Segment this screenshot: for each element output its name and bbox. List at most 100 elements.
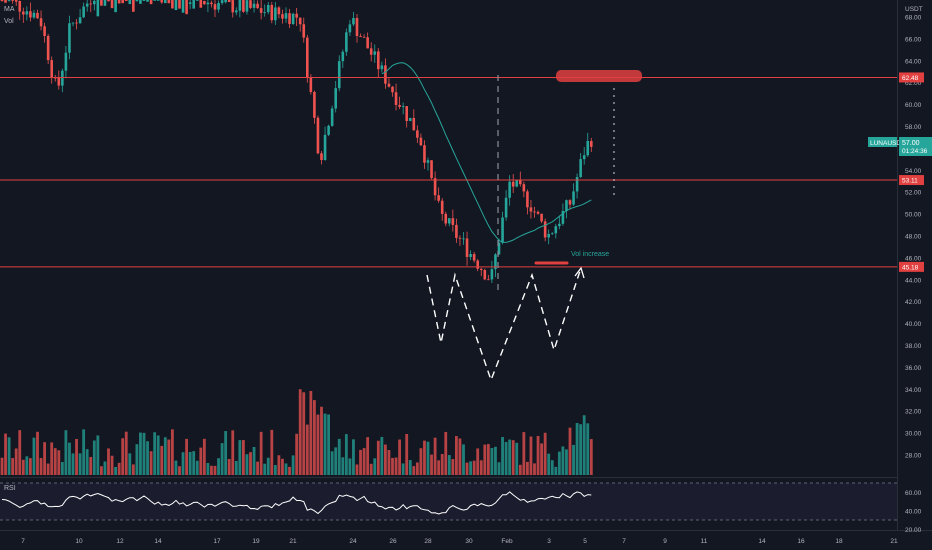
volume-bar [266, 457, 270, 475]
candle-body [522, 184, 526, 192]
candle-body [167, 0, 171, 4]
price-tick-label: 44.00 [905, 277, 922, 284]
price-tick-label: 34.00 [905, 387, 922, 394]
candle-body [53, 77, 57, 79]
volume-bar [188, 451, 192, 475]
price-tick-label: 68.00 [905, 15, 922, 22]
candle-body [0, 0, 4, 2]
volume-bar [494, 446, 497, 475]
candle-body [22, 11, 25, 15]
candle-body [213, 4, 217, 10]
candle-body [281, 14, 284, 19]
candle-body [355, 18, 359, 36]
time-tick-label: 10 [75, 538, 83, 545]
candle-body [572, 191, 575, 205]
volume-bar [426, 441, 430, 475]
price-tick-label: 40.00 [905, 321, 922, 328]
candle-body [586, 140, 590, 156]
price-tick-label: 46.00 [905, 255, 922, 262]
volume-bar [149, 451, 153, 475]
volume-bar [369, 463, 373, 475]
volume-bar [533, 463, 536, 475]
volume-bar [561, 446, 565, 475]
price-tick-label: 54.00 [905, 168, 922, 175]
candle-body [426, 160, 430, 163]
candle-body [61, 70, 64, 86]
candle-body [554, 226, 558, 234]
volume-bar [181, 452, 185, 475]
candle-body [412, 117, 416, 131]
volume-bar [355, 464, 359, 475]
volume-bar [217, 458, 220, 475]
candle-body [188, 2, 192, 4]
candle-body [156, 0, 160, 1]
volume-bar [497, 462, 501, 475]
candle-body [359, 35, 362, 37]
candle-body [380, 65, 384, 70]
volume-bar [330, 451, 334, 475]
volume-bar [249, 452, 252, 475]
currency-label: USDT [905, 6, 923, 13]
candle-body [309, 77, 313, 92]
candle-body [565, 200, 568, 211]
volume-bar [36, 431, 39, 475]
volume-bar [178, 466, 181, 475]
candle-body [323, 134, 327, 160]
candle-body [75, 22, 78, 24]
price-tick-label: 52.00 [905, 190, 922, 197]
candle-body [78, 17, 82, 24]
volume-bar [29, 458, 32, 475]
volume-bar [238, 440, 242, 475]
rsi-band [0, 483, 897, 520]
candle-body [320, 153, 323, 160]
price-tick-label: 50.00 [905, 212, 922, 219]
volume-bar [78, 453, 82, 475]
ma-legend-label[interactable]: MA [4, 6, 15, 13]
volume-bar [167, 439, 171, 475]
candle-body [32, 12, 36, 18]
candle-body [217, 2, 220, 10]
volume-bar [387, 449, 391, 475]
volume-bar [57, 450, 61, 475]
candle-body [164, 0, 167, 4]
volume-bar [529, 436, 533, 475]
candle-body [149, 0, 153, 5]
time-axis[interactable]: 7 10 12 14 17 19 21 24 26 28 30 Feb 3 5 7 9 11 14 16 18 21 [21, 538, 898, 545]
current-price-value: 57.00 [902, 140, 920, 147]
volume-bar [462, 444, 465, 475]
volume-bar [121, 438, 125, 475]
volume-bar [440, 454, 444, 475]
volume-bar [458, 438, 462, 475]
candle-body [352, 18, 355, 25]
volume-bar [195, 460, 199, 475]
price-tick-label: 28.00 [905, 453, 922, 460]
volume-bar [142, 432, 146, 475]
candle-body [227, 0, 231, 3]
candle-body [405, 106, 408, 121]
candle-body [590, 140, 593, 147]
time-tick-label: 16 [797, 538, 805, 545]
candle-body [437, 195, 440, 201]
vol-legend-label[interactable]: Vol [4, 18, 14, 25]
volume-bar [408, 460, 412, 475]
rsi-legend-label[interactable]: RSI [4, 485, 16, 492]
volume-bar [557, 451, 561, 475]
volume-bar [163, 437, 167, 475]
rsi-tick-label: 40.00 [905, 508, 922, 515]
volume-bar [376, 440, 380, 475]
volume-bar [515, 442, 519, 475]
candle-body [306, 37, 309, 78]
price-tick-label: 30.00 [905, 431, 922, 438]
candle-body [68, 23, 71, 53]
candle-body [57, 77, 61, 86]
horizontal-levels [0, 76, 897, 268]
candle-body [100, 0, 103, 6]
volume-bar [430, 454, 433, 475]
candle-body [391, 86, 394, 93]
volume-bar [96, 435, 100, 475]
candle-body [192, 0, 195, 9]
candle-body [29, 11, 32, 18]
candle-body [25, 11, 29, 15]
time-tick-label: 11 [701, 538, 708, 545]
